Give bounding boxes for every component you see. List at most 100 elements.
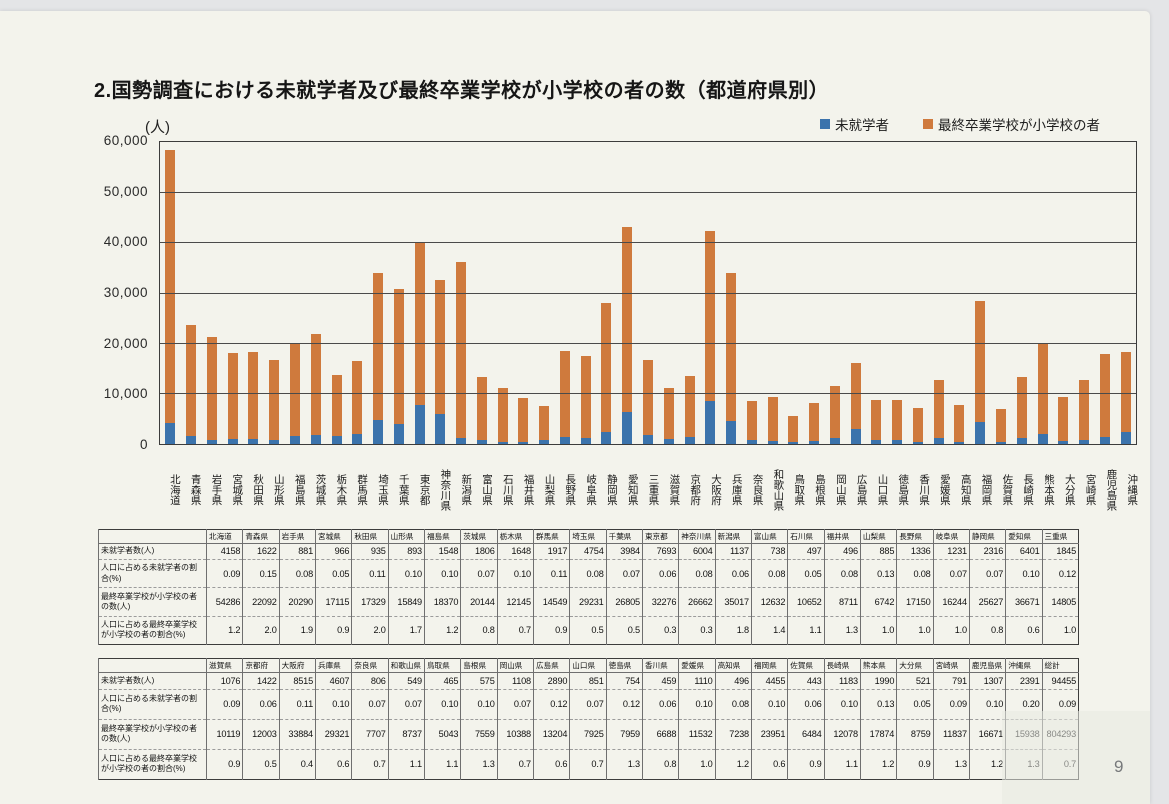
table-cell: 806 xyxy=(351,672,389,690)
x-axis-label: 愛媛県 xyxy=(938,474,951,506)
bar-兵庫県 xyxy=(721,142,742,444)
column-header: 福島県 xyxy=(423,529,461,544)
x-axis-label: 東京都 xyxy=(418,474,431,506)
prefecture-table-1: 北海道 青森県 岩手県 宮城県 秋田県 山形県 福島県 茨城県 栃木県 群馬県 埼玉県 千葉県 東京都神… xyxy=(98,529,1079,645)
bar-宮崎県 xyxy=(1074,142,1095,444)
bar-千葉県 xyxy=(388,142,409,444)
legend-swatch-orange-icon xyxy=(923,119,933,129)
y-axis-unit-label: (人) xyxy=(145,119,170,136)
table-cell: 33884 xyxy=(278,719,316,750)
row-header: 最終卒業学校が小学校の者の数(人) xyxy=(98,719,207,750)
x-axis-label: 鳥取県 xyxy=(793,474,806,506)
y-axis: 60,000 50,000 40,000 30,000 20,000 10,000 0 xyxy=(58,133,148,452)
column-header: 兵庫県 xyxy=(314,658,352,673)
table-cell: 0.5 xyxy=(569,616,607,645)
bar-segment-elementary-grad xyxy=(829,386,840,439)
x-axis-label: 宮崎県 xyxy=(1084,474,1097,506)
table-row: 最終卒業学校が小学校の者の数(人) 10119 12003 33884 29321 770… xyxy=(98,719,1079,750)
y-axis-tick: 20,000 xyxy=(103,335,148,351)
table-cell: 7559 xyxy=(460,719,498,750)
table-cell: 0.08 xyxy=(678,559,716,588)
table-cell: 2.0 xyxy=(242,616,280,645)
table-cell: 4607 xyxy=(314,672,352,690)
legend-label: 最終卒業学校が小学校の者 xyxy=(938,118,1100,133)
bar-長崎県 xyxy=(1011,142,1032,444)
bar-segment-elementary-grad xyxy=(933,380,944,439)
table-cell: 20144 xyxy=(460,587,498,617)
x-axis-label: 静岡県 xyxy=(605,474,618,506)
table-cell: 6688 xyxy=(641,719,679,750)
bar-segment-elementary-grad xyxy=(580,356,591,438)
bar-茨城県 xyxy=(305,142,326,444)
column-header: 大阪府 xyxy=(278,658,316,673)
table-cell: 0.10 xyxy=(314,689,352,720)
bar-segment-unschooled xyxy=(373,420,384,444)
bar-segment-elementary-grad xyxy=(996,409,1006,442)
column-header: 群馬県 xyxy=(532,529,570,544)
bar-segment-unschooled xyxy=(559,437,570,444)
table-cell: 0.08 xyxy=(750,559,788,588)
bar-segment-unschooled xyxy=(248,439,259,444)
bar-segment-unschooled xyxy=(1037,433,1048,444)
table-cell: 0.06 xyxy=(714,559,752,588)
column-header: 青森県 xyxy=(242,529,280,544)
table-cell: 1.2 xyxy=(968,749,1006,780)
x-axis: 北海道 青森県 岩手県 宮城県 秋田県 山形県 福島県 茨城県 栃木県 群馬県 埼玉県 千葉県 東京都神… xyxy=(159,449,1138,529)
table-cell: 0.10 xyxy=(750,689,788,720)
column-header: 島根県 xyxy=(460,658,498,673)
x-axis-label: 山口県 xyxy=(876,474,889,506)
table-cell: 22092 xyxy=(242,587,280,617)
x-axis-label: 長野県 xyxy=(564,474,577,506)
table-cell: 0.07 xyxy=(932,559,970,588)
x-axis-label: 兵庫県 xyxy=(730,474,743,506)
table-cell: 935 xyxy=(351,543,389,560)
bar-segment-unschooled xyxy=(1079,440,1090,444)
table-cell: 32276 xyxy=(641,587,679,617)
table-cell: 0.08 xyxy=(569,559,607,588)
bar-segment-unschooled xyxy=(227,439,238,444)
bar-segment-elementary-grad xyxy=(497,387,508,442)
bar-segment-unschooled xyxy=(788,441,799,444)
table-cell: 0.13 xyxy=(859,559,897,588)
bar-segment-elementary-grad xyxy=(227,353,238,440)
table-cell: 0.10 xyxy=(496,559,534,588)
bar-segment-elementary-grad xyxy=(975,301,986,422)
row-header: 人口に占める最終卒業学校が小学校の者の割合(%) xyxy=(98,616,207,645)
table-cell: 1231 xyxy=(932,543,970,560)
bar-segment-unschooled xyxy=(331,435,342,444)
column-header: 石川県 xyxy=(787,529,825,544)
column-header: 愛媛県 xyxy=(678,658,716,673)
table-cell: 4158 xyxy=(205,543,243,560)
table-cell: 10119 xyxy=(205,719,243,750)
table-cell: 0.06 xyxy=(242,689,280,720)
table-cell: 11532 xyxy=(678,719,716,750)
legend-item-elementary-grad: 最終卒業学校が小学校の者 xyxy=(923,114,1100,134)
x-axis-label: 山梨県 xyxy=(543,474,556,506)
column-header: 宮城県 xyxy=(314,529,352,544)
table-cell: 1.2 xyxy=(714,749,752,780)
x-axis-label: 大分県 xyxy=(1063,474,1076,506)
table-cell: 1.0 xyxy=(859,616,897,645)
x-axis-label: 青森県 xyxy=(189,474,202,506)
table-cell: 0.10 xyxy=(678,689,716,720)
table-cell: 0.05 xyxy=(896,689,934,720)
bar-segment-unschooled xyxy=(975,421,986,444)
table-cell: 7959 xyxy=(605,719,643,750)
table-cell: 12078 xyxy=(823,719,861,750)
bar-segment-unschooled xyxy=(289,436,300,444)
bar-佐賀県 xyxy=(991,142,1012,444)
bar-和歌山県 xyxy=(762,142,783,444)
bar-山形県 xyxy=(264,142,285,444)
table-row: 未就学者数(人) 4158 1622 881 966 935 893 1548 1806 1648… xyxy=(98,543,1079,560)
x-axis-label: 佐賀県 xyxy=(1001,474,1014,506)
table-cell: 17150 xyxy=(896,587,934,617)
bar-segment-unschooled xyxy=(310,434,321,444)
table-cell: 0.07 xyxy=(387,689,425,720)
table-cell: 0.09 xyxy=(205,559,243,588)
x-axis-label: 福島県 xyxy=(293,474,306,506)
legend-swatch-blue-icon xyxy=(820,119,830,129)
table-cell: 26662 xyxy=(678,587,716,617)
table-cell: 1990 xyxy=(859,672,897,690)
bar-segment-elementary-grad xyxy=(331,374,342,436)
table-corner-cell xyxy=(98,529,207,544)
